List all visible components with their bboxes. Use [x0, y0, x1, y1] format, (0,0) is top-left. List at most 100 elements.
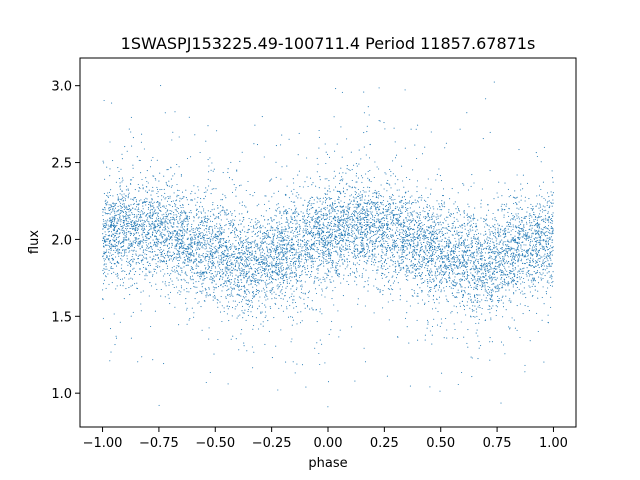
data-point [165, 205, 167, 207]
data-point [204, 234, 207, 236]
data-point [116, 275, 118, 277]
data-point [456, 261, 458, 263]
data-point [214, 266, 216, 268]
data-point [154, 268, 156, 271]
data-point [194, 231, 197, 233]
data-point [467, 230, 469, 232]
data-point [286, 308, 288, 310]
data-point [278, 307, 280, 309]
data-point [206, 222, 208, 224]
data-point [476, 243, 478, 245]
data-point [361, 208, 363, 210]
data-point [189, 318, 191, 320]
data-point [281, 226, 283, 228]
data-point [399, 269, 401, 271]
data-point [107, 251, 110, 253]
data-point [394, 244, 396, 246]
data-point [367, 260, 369, 262]
data-point [358, 149, 360, 151]
data-point [169, 254, 171, 257]
data-point [209, 180, 211, 182]
data-point [244, 205, 246, 207]
data-point [333, 237, 335, 240]
data-point [494, 255, 496, 258]
data-point [506, 262, 508, 264]
data-point [430, 236, 432, 238]
data-point [433, 265, 436, 267]
data-point [304, 244, 306, 247]
data-point [481, 265, 483, 267]
data-point [342, 258, 344, 260]
data-point [186, 223, 188, 226]
data-point [400, 222, 402, 224]
data-point [234, 215, 236, 217]
data-point [486, 238, 488, 240]
data-point [429, 242, 431, 244]
data-point [548, 282, 550, 284]
data-point [423, 207, 425, 209]
data-point [375, 278, 377, 280]
data-point [158, 204, 160, 206]
data-point [415, 220, 417, 222]
data-point [465, 262, 467, 264]
data-point [215, 240, 217, 242]
data-point [402, 205, 404, 207]
data-point [457, 208, 460, 210]
data-point [168, 259, 170, 261]
data-point [220, 234, 223, 236]
data-point [411, 221, 413, 223]
data-point [320, 263, 322, 265]
data-point [206, 276, 208, 279]
data-point [381, 218, 383, 220]
data-point [211, 226, 213, 228]
data-point [231, 307, 234, 309]
data-point [489, 242, 491, 245]
data-point [479, 258, 481, 260]
data-point [263, 215, 265, 217]
data-point [372, 216, 374, 218]
data-point [382, 227, 385, 229]
data-point [547, 241, 549, 243]
data-point [178, 136, 180, 138]
data-point [390, 248, 392, 250]
data-point [258, 221, 260, 223]
data-point [505, 227, 507, 229]
data-point [382, 204, 384, 206]
data-point [318, 236, 321, 238]
data-point [342, 222, 344, 224]
data-point [538, 258, 540, 260]
data-point [439, 280, 441, 282]
data-point [202, 247, 204, 249]
data-point [321, 242, 323, 244]
data-point [523, 277, 525, 280]
data-point [273, 259, 275, 261]
data-point [513, 202, 515, 205]
data-point [479, 252, 481, 254]
data-point [454, 244, 456, 246]
data-point [470, 301, 473, 303]
data-point [167, 230, 169, 232]
data-point [290, 238, 292, 240]
data-point [393, 249, 395, 251]
data-point [412, 277, 414, 279]
data-point [254, 278, 256, 280]
data-point [318, 136, 320, 138]
data-point [226, 271, 228, 273]
data-point [373, 312, 375, 314]
data-point [369, 255, 371, 257]
data-point [509, 328, 511, 330]
data-point [317, 218, 319, 220]
data-point [203, 234, 205, 237]
data-point [133, 203, 135, 205]
data-point [331, 244, 333, 246]
data-point [383, 243, 385, 245]
data-point [165, 217, 167, 219]
data-point [468, 215, 470, 218]
data-point [333, 209, 335, 211]
data-point [361, 218, 363, 220]
data-point [493, 273, 495, 275]
data-point [267, 218, 269, 221]
data-point [202, 222, 204, 224]
data-point [428, 295, 430, 297]
data-point [260, 280, 263, 282]
